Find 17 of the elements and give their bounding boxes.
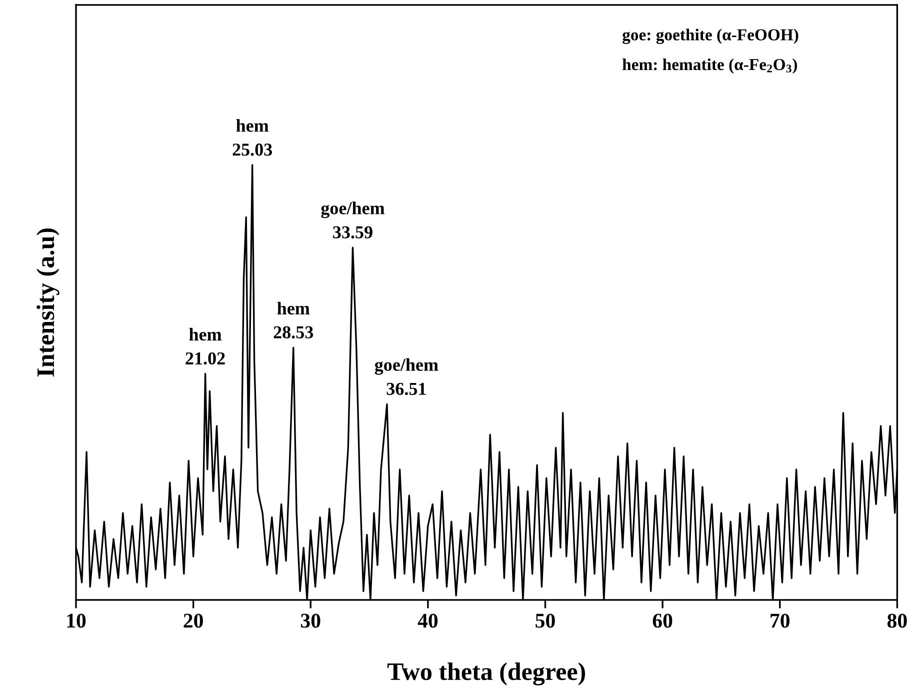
y-axis-title: Intensity (a.u) [36,228,60,377]
x-tick-label: 60 [652,614,672,628]
annotation: hem 28.53 [274,302,314,338]
x-tick-label: 10 [67,614,86,628]
x-tick-label: 30 [300,614,320,628]
text: hem: hematite (α-Fe$_{2}$O$_{3}$) [622,58,797,74]
x-tick-label: 80 [887,614,907,628]
x-tick-label: 50 [536,614,555,628]
annotation: goe/hem 33.59 [321,202,385,238]
annotation: hem 25.03 [232,119,272,156]
x-tick-label: 40 [418,614,438,628]
annotation: hem 21.02 [186,328,225,365]
annotation: goe/hem 36.51 [374,358,438,396]
x-tick-label: 70 [770,614,790,628]
x-tick-label: 20 [184,614,203,628]
text: goe: goethite (α-FeOOH) [622,28,798,44]
x-axis-title: Two theta (degree) [387,662,586,686]
